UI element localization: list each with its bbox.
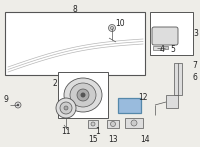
Circle shape xyxy=(108,25,116,31)
Circle shape xyxy=(110,122,116,127)
Text: 10: 10 xyxy=(115,19,125,27)
Text: 7: 7 xyxy=(193,61,197,70)
Bar xyxy=(5,12,145,75)
Bar xyxy=(163,46,168,49)
Ellipse shape xyxy=(70,83,96,107)
Text: 11: 11 xyxy=(61,127,71,137)
Bar xyxy=(150,12,193,55)
Circle shape xyxy=(56,98,76,118)
Text: 1: 1 xyxy=(96,127,100,137)
Circle shape xyxy=(91,122,95,126)
FancyBboxPatch shape xyxy=(152,27,178,45)
Circle shape xyxy=(77,89,89,101)
Bar xyxy=(58,72,108,118)
Bar xyxy=(125,118,143,128)
Text: 14: 14 xyxy=(140,136,150,145)
Circle shape xyxy=(15,102,21,108)
Bar xyxy=(153,46,161,50)
Circle shape xyxy=(64,106,68,110)
Ellipse shape xyxy=(64,78,102,112)
Text: 12: 12 xyxy=(138,93,148,102)
Circle shape xyxy=(131,120,137,126)
Text: 2: 2 xyxy=(53,78,57,87)
Circle shape xyxy=(80,92,86,97)
Bar xyxy=(174,63,182,95)
Text: 4: 4 xyxy=(160,46,164,55)
Text: 6: 6 xyxy=(193,74,197,82)
FancyBboxPatch shape xyxy=(118,97,140,112)
Text: 9: 9 xyxy=(4,96,8,105)
Text: 8: 8 xyxy=(73,5,77,14)
Text: 5: 5 xyxy=(171,46,175,55)
Text: 13: 13 xyxy=(108,136,118,145)
Circle shape xyxy=(110,26,114,30)
Circle shape xyxy=(60,102,72,114)
Bar xyxy=(107,120,119,128)
Bar xyxy=(88,120,98,128)
Text: 15: 15 xyxy=(88,136,98,145)
Circle shape xyxy=(17,104,19,106)
Text: 3: 3 xyxy=(194,29,198,37)
Bar xyxy=(166,95,178,108)
